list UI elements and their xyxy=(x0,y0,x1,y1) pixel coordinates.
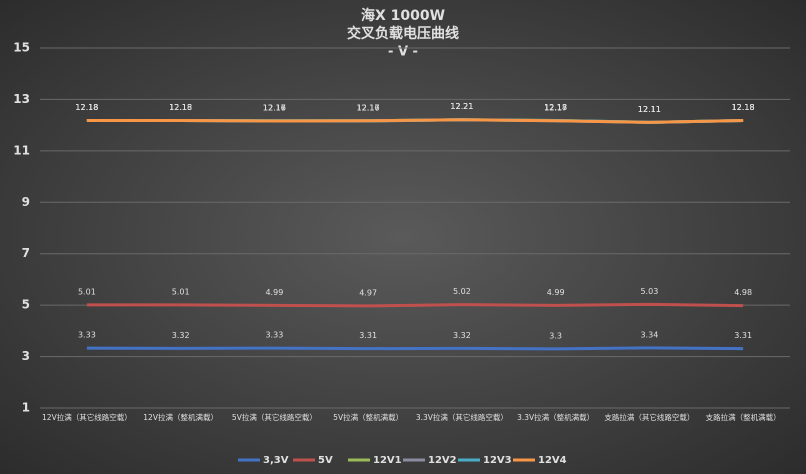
data-label: 12.21 xyxy=(450,102,473,111)
data-label: 12.16 xyxy=(263,104,286,113)
data-label: 12.17 xyxy=(544,103,567,112)
data-label: 12.18 xyxy=(169,103,192,112)
data-label: 3.32 xyxy=(172,331,190,340)
y-tick-label: 9 xyxy=(22,195,30,209)
data-label: 3.34 xyxy=(640,330,658,339)
y-tick-label: 13 xyxy=(13,92,30,106)
data-label: 12.11 xyxy=(638,105,661,114)
data-label: 12.18 xyxy=(732,103,755,112)
data-label: 3.3 xyxy=(549,331,562,340)
data-label: 12.18 xyxy=(732,103,755,112)
y-tick-label: 5 xyxy=(22,298,30,312)
data-label: 12.11 xyxy=(638,105,661,114)
data-label: 3.33 xyxy=(78,331,96,340)
y-tick-label: 7 xyxy=(22,246,30,260)
data-label: 5.01 xyxy=(172,287,190,296)
series-line xyxy=(86,118,744,124)
data-label: 4.99 xyxy=(265,288,283,297)
series-line xyxy=(86,346,744,351)
series-line xyxy=(86,302,744,308)
legend-label: 3,3V xyxy=(263,455,289,466)
data-label: 12.18 xyxy=(169,103,192,112)
chart-subtitle: 交叉负载电压曲线 xyxy=(347,25,459,42)
legend-label: 5V xyxy=(318,455,333,466)
data-label: 4.99 xyxy=(547,288,565,297)
data-label: 12.11 xyxy=(638,105,661,114)
data-label: 12.18 xyxy=(732,103,755,112)
data-label: 3.33 xyxy=(265,331,283,340)
data-label: 12.17 xyxy=(357,103,380,112)
chart-title: 海X 1000W xyxy=(361,7,445,24)
data-label: 3.31 xyxy=(734,331,752,340)
data-label: 12.18 xyxy=(75,103,98,112)
data-label: 12.17 xyxy=(263,103,286,112)
unit-label: - V - xyxy=(388,45,418,60)
legend-label: 12V3 xyxy=(483,455,512,466)
data-label: 12.21 xyxy=(450,102,473,111)
data-label: 12.18 xyxy=(169,103,192,112)
x-tick-label: 12V拉满（整机满载） xyxy=(143,412,218,422)
x-tick-label: 支路拉满（其它线路空载） xyxy=(604,412,694,422)
data-label: 5.01 xyxy=(78,287,96,296)
data-label: 12.18 xyxy=(169,103,192,112)
data-label: 12.17 xyxy=(357,103,380,112)
data-label: 12.17 xyxy=(544,103,567,112)
data-label: 3.32 xyxy=(453,331,471,340)
x-tick-label: 3.3V拉满（其它线路空载） xyxy=(416,412,508,422)
x-tick-label: 3.3V拉满（整机满载） xyxy=(517,412,594,422)
data-label: 12.11 xyxy=(638,105,661,114)
data-label: 4.97 xyxy=(359,288,377,297)
x-tick-label: 12V拉满（其它线路空载） xyxy=(42,412,132,422)
data-label: 12.18 xyxy=(544,103,567,112)
y-tick-label: 3 xyxy=(22,349,30,363)
data-label: 12.21 xyxy=(450,102,473,111)
data-label: 12.18 xyxy=(732,103,755,112)
legend-label: 12V4 xyxy=(538,455,567,466)
data-label: 12.18 xyxy=(544,103,567,112)
data-label: 12.17 xyxy=(357,103,380,112)
y-tick-label: 1 xyxy=(22,401,30,415)
data-label: 12.16 xyxy=(263,104,286,113)
data-label: 12.21 xyxy=(450,102,473,111)
data-label: 12.16 xyxy=(357,104,380,113)
data-label: 12.17 xyxy=(263,103,286,112)
data-label: 12.18 xyxy=(75,103,98,112)
data-label: 4.98 xyxy=(734,288,752,297)
legend-label: 12V2 xyxy=(428,455,457,466)
legend-label: 12V1 xyxy=(373,455,402,466)
x-tick-label: 5V拉满（其它线路空载） xyxy=(232,412,317,422)
data-label: 3.31 xyxy=(359,331,377,340)
data-label: 12.18 xyxy=(75,103,98,112)
data-label: 5.03 xyxy=(640,287,658,296)
y-tick-label: 11 xyxy=(13,143,30,157)
y-tick-label: 15 xyxy=(13,41,30,55)
data-label: 12.18 xyxy=(75,103,98,112)
data-label: 5.02 xyxy=(453,287,471,296)
x-tick-label: 支路拉满（整机满载） xyxy=(706,412,781,422)
x-tick-label: 5V拉满（整机满载） xyxy=(333,412,403,422)
